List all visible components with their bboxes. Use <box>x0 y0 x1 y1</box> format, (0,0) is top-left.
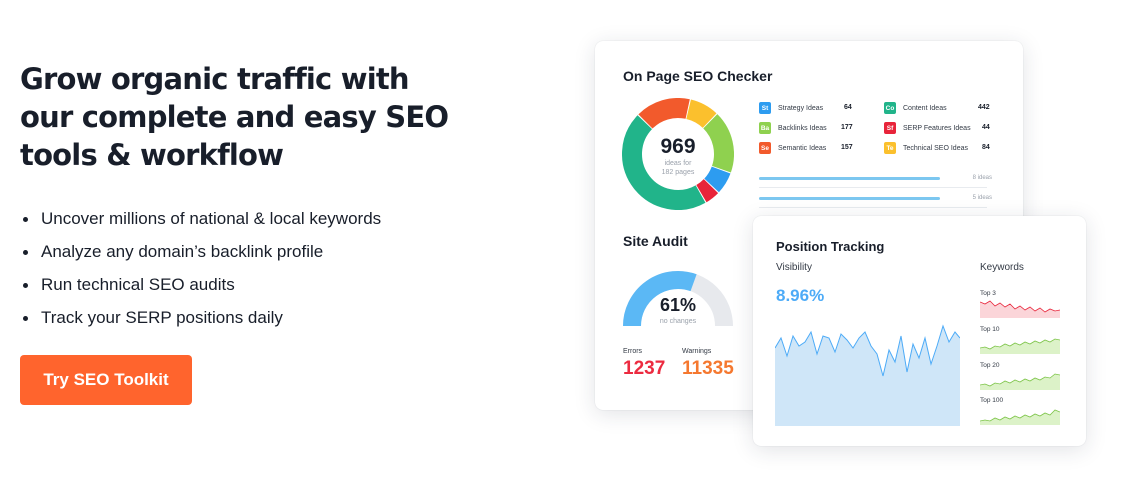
idea-count: 177 <box>841 124 853 131</box>
strategy-badge: St <box>759 102 771 114</box>
position-tracking-title: Position Tracking <box>776 239 885 254</box>
ideas-total-sub: ideas for 182 pages <box>661 160 695 176</box>
visibility-value: 8.96% <box>776 286 825 305</box>
progress-bar <box>759 197 940 200</box>
donut-segment <box>696 178 719 203</box>
site-audit-title: Site Audit <box>623 233 688 249</box>
progress-label: 8 ideas <box>972 175 992 181</box>
keyword-group-label: Top 3 <box>980 290 996 297</box>
bullet-icon <box>23 217 28 222</box>
position-tracking-card: Position Tracking Visibility 8.96% Keywo… <box>753 216 1086 446</box>
on-page-seo-title: On Page SEO Checker <box>623 68 773 84</box>
benefit-item: Run technical SEO audits <box>20 268 381 301</box>
donut-segment <box>703 166 731 193</box>
idea-count: 157 <box>841 144 853 151</box>
donut-segment <box>702 114 734 173</box>
donut-segment <box>638 98 690 129</box>
errors-label: Errors <box>623 348 643 355</box>
ideas-total: 969 <box>660 135 696 158</box>
serp-features-badge: Sf <box>884 122 896 134</box>
content-badge: Co <box>884 102 896 114</box>
progress-label: 5 ideas <box>972 195 992 201</box>
keyword-group-label: Top 100 <box>980 397 1004 404</box>
idea-strategy[interactable]: St Strategy Ideas <box>759 102 823 114</box>
site-audit-sub: no changes <box>659 318 697 325</box>
idea-semantic[interactable]: Se Semantic Ideas <box>759 142 826 154</box>
donut-segment <box>622 115 706 210</box>
idea-count: 84 <box>982 144 990 151</box>
bullet-icon <box>23 283 28 288</box>
technical-seo-badge: Te <box>884 142 896 154</box>
donut-segment <box>685 99 717 129</box>
keyword-group-label: Top 20 <box>980 362 1000 369</box>
idea-count: 44 <box>982 124 990 131</box>
keyword-group-label: Top 10 <box>980 326 1000 333</box>
benefit-item: Track your SERP positions daily <box>20 301 381 334</box>
backlinks-badge: Ba <box>759 122 771 134</box>
top100-sparkline <box>980 409 1060 425</box>
progress-bar <box>759 177 940 180</box>
benefits-list: Uncover millions of national & local key… <box>20 202 381 334</box>
idea-count: 442 <box>978 104 990 111</box>
visibility-label: Visibility <box>776 262 812 273</box>
try-seo-toolkit-button[interactable]: Try SEO Toolkit <box>20 355 192 405</box>
divider <box>759 207 987 208</box>
bullet-icon <box>23 316 28 321</box>
keywords-label: Keywords <box>980 262 1024 273</box>
top10-sparkline <box>980 338 1060 354</box>
idea-backlinks[interactable]: Ba Backlinks Ideas <box>759 122 827 134</box>
benefit-item: Uncover millions of national & local key… <box>20 202 381 235</box>
ideas-donut-chart <box>622 98 734 210</box>
idea-serp-features[interactable]: Sf SERP Features Ideas <box>884 122 971 134</box>
divider <box>759 187 987 188</box>
idea-technical-seo[interactable]: Te Technical SEO Ideas <box>884 142 968 154</box>
top20-sparkline <box>980 373 1060 390</box>
idea-content[interactable]: Co Content Ideas <box>884 102 947 114</box>
semantic-badge: Se <box>759 142 771 154</box>
idea-count: 64 <box>844 104 852 111</box>
warnings-label: Warnings <box>682 348 712 355</box>
bullet-icon <box>23 250 28 255</box>
visibility-area-chart <box>775 324 960 426</box>
hero-title: Grow organic traffic with our complete a… <box>20 62 449 172</box>
warnings-value: 11335 <box>682 358 734 379</box>
site-audit-gauge <box>623 271 733 327</box>
top3-sparkline <box>980 300 1060 318</box>
site-audit-score: 61% <box>659 295 697 315</box>
errors-value: 1237 <box>623 358 666 379</box>
benefit-item: Analyze any domain’s backlink profile <box>20 235 381 268</box>
